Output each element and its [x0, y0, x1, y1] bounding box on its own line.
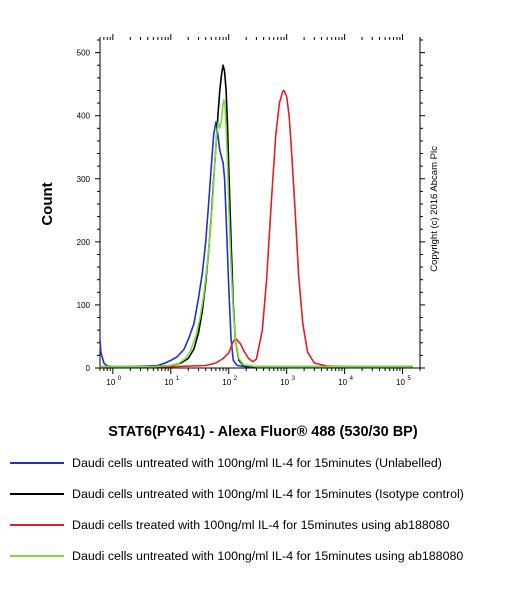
- x-axis-label: STAT6(PY641) - Alexa Fluor® 488 (530/30 …: [108, 424, 418, 440]
- series-line-1: [99, 121, 413, 368]
- series-line-3: [100, 89, 413, 368]
- y-tick-label: 500: [77, 49, 91, 58]
- series-line-2: [100, 64, 413, 368]
- x-tick-label: 10: [222, 378, 231, 387]
- legend-item: Daudi cells untreated with 100ng/ml IL-4…: [10, 452, 525, 473]
- x-tick-label: 10: [280, 378, 289, 387]
- x-tick-label: 10: [164, 378, 173, 387]
- legend-swatch: [10, 523, 64, 526]
- legend-swatch: [10, 554, 64, 557]
- y-tick-label: 400: [77, 112, 91, 121]
- y-tick-label: 300: [77, 175, 91, 184]
- x-tick-exponent: 0: [118, 376, 122, 382]
- series-line-4: [100, 99, 413, 368]
- legend-swatch: [10, 461, 64, 464]
- x-tick-exponent: 1: [176, 376, 180, 382]
- y-tick-label: 0: [86, 364, 91, 373]
- legend-label: Daudi cells untreated with 100ng/ml IL-4…: [72, 455, 442, 470]
- x-tick-exponent: 3: [292, 376, 296, 382]
- legend-swatch: [10, 492, 64, 495]
- legend-label: Daudi cells treated with 100ng/ml IL-4 f…: [72, 517, 450, 532]
- legend-label: Daudi cells untreated with 100ng/ml IL-4…: [72, 486, 464, 501]
- y-tick-label: 200: [77, 238, 91, 247]
- x-tick-exponent: 2: [234, 376, 238, 382]
- x-tick-label: 10: [396, 378, 405, 387]
- x-tick-exponent: 5: [408, 376, 412, 382]
- legend-label: Daudi cells untreated with 100ng/ml IL-4…: [72, 548, 464, 563]
- legend: Daudi cells untreated with 100ng/ml IL-4…: [10, 452, 525, 576]
- legend-item: Daudi cells treated with 100ng/ml IL-4 f…: [10, 514, 525, 535]
- legend-item: Daudi cells untreated with 100ng/ml IL-4…: [10, 545, 525, 566]
- x-tick-label: 10: [106, 378, 115, 387]
- x-tick-label: 10: [338, 378, 347, 387]
- y-tick-label: 100: [77, 301, 91, 310]
- legend-item: Daudi cells untreated with 100ng/ml IL-4…: [10, 483, 525, 504]
- copyright-watermark: Copyright (c) 2016 Abcam Plc: [429, 146, 440, 272]
- x-tick-exponent: 4: [350, 376, 354, 382]
- y-axis-label: Count: [39, 182, 56, 225]
